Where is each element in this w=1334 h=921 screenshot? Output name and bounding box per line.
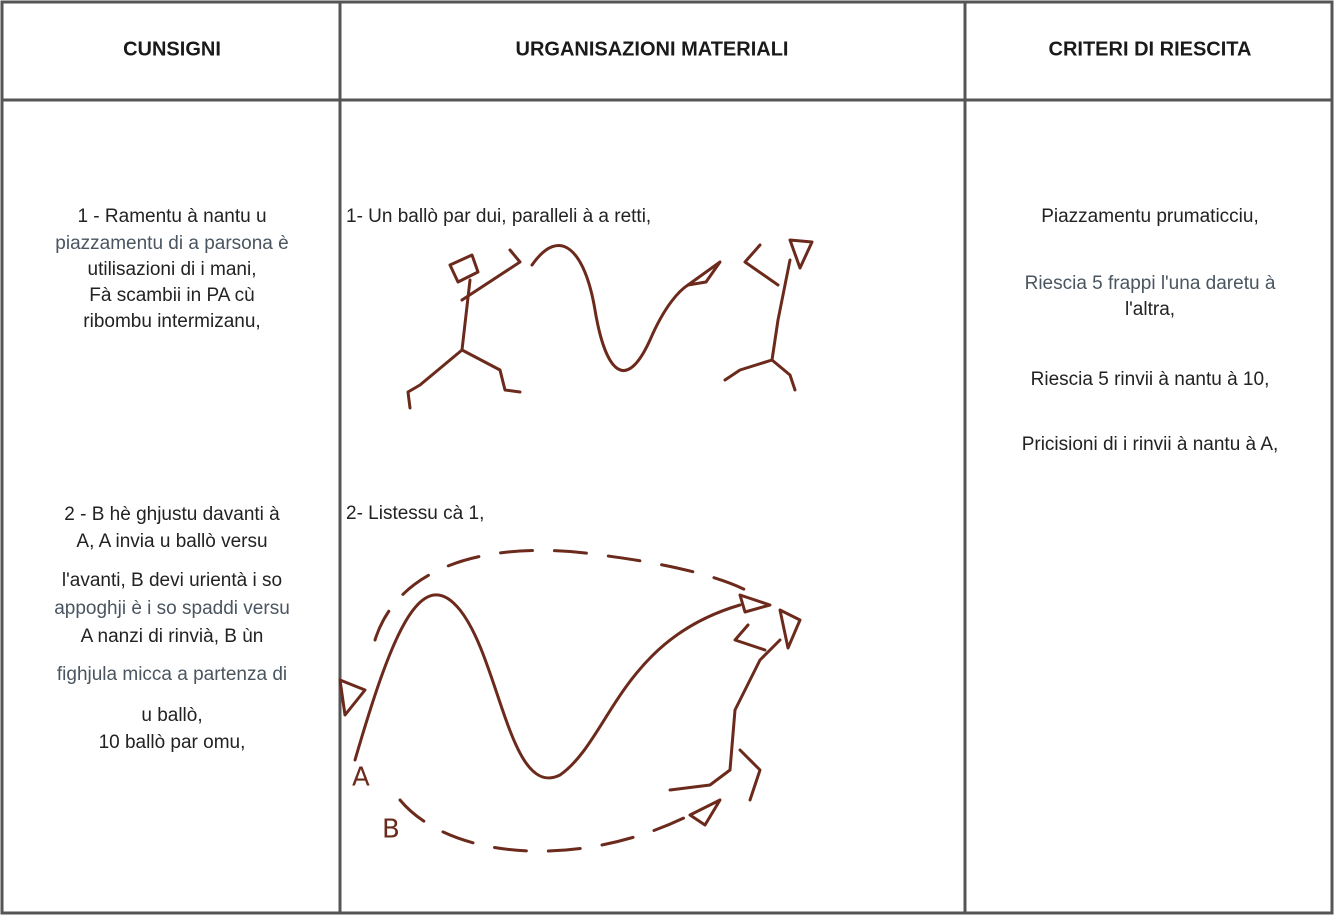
- text-line: 2- Listessu cà 1,: [346, 503, 484, 524]
- text-line: 1- Un ballò par dui, paralleli à a retti…: [346, 206, 651, 227]
- text-line: 10 ballò par omu,: [99, 732, 246, 753]
- text-line: 1 - Ramentu à nantu u: [77, 206, 266, 227]
- text-line: appoghji è i so spaddi versu: [54, 598, 290, 619]
- text-line: l'avanti, B devi urientà i so: [62, 570, 282, 591]
- text-line: A, A invia u ballò versu: [76, 531, 267, 552]
- text-line: u ballò,: [141, 705, 202, 726]
- text-line: Pricisioni di i rinvii à nantu à A,: [1022, 434, 1279, 455]
- drawing-label: B: [382, 815, 400, 845]
- text-line: piazzamentu di a parsona è: [55, 233, 288, 254]
- text-line: Fà scambii in PA cù: [89, 285, 254, 306]
- drawing-label: A: [352, 763, 370, 793]
- text-line: fighjula micca a partenza di: [57, 664, 287, 685]
- text-line: ribombu intermizanu,: [83, 311, 260, 332]
- criteri-column: Piazzamentu prumaticciu, Riescia 5 frapp…: [1022, 206, 1279, 455]
- drawing-1: [406, 238, 814, 410]
- drawing-2: A B: [338, 548, 802, 853]
- text-line: Riescia 5 rinvii à nantu à 10,: [1031, 369, 1270, 390]
- text-line: utilisazioni di i mani,: [88, 259, 257, 280]
- text-line: 2 - B hè ghjustu davanti à: [64, 504, 280, 525]
- column-header: URGANISAZIONI MATERIALI: [516, 38, 789, 60]
- cunsigni-column: 1 - Ramentu à nantu u piazzamentu di a p…: [54, 206, 290, 753]
- text-line: Riescia 5 frappi l'una daretu à: [1025, 273, 1276, 294]
- text-line: Piazzamentu prumaticciu,: [1041, 206, 1259, 227]
- column-header: CRITERI DI RIESCITA: [1049, 38, 1252, 60]
- text-line: A nanzi di rinvià, B ùn: [81, 626, 264, 647]
- column-header: CUNSIGNI: [123, 38, 221, 60]
- text-line: l'altra,: [1125, 299, 1175, 320]
